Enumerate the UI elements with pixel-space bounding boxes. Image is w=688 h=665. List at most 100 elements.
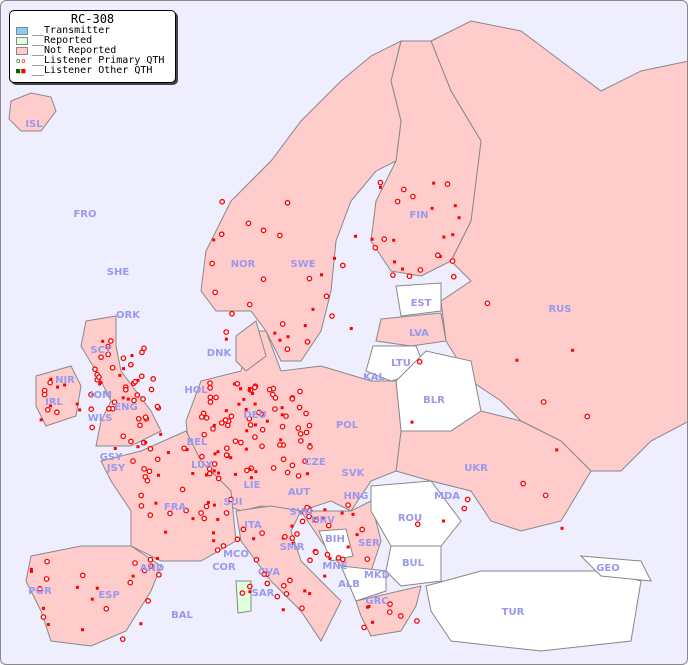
other-qth-marker (308, 592, 312, 596)
primary-qth-marker (130, 458, 136, 464)
primary-qth-marker (364, 556, 371, 562)
primary-qth-marker (270, 465, 277, 471)
other-qth-marker (78, 408, 82, 412)
country-label-fro: FRO (73, 209, 96, 220)
primary-qth-marker (287, 577, 293, 584)
country-nor-swe (200, 40, 402, 362)
primary-qth-marker (280, 456, 287, 463)
primary-qth-marker (219, 198, 226, 205)
primary-qth-marker (256, 409, 262, 416)
primary-qth-marker (306, 513, 312, 520)
other-qth-marker (130, 354, 134, 358)
primary-qth-marker (141, 567, 148, 574)
primary-qth-marker (214, 547, 221, 553)
other-qth-marker (248, 467, 252, 471)
other-qth-marker (251, 392, 255, 396)
country-label-hol: HOL (184, 385, 208, 396)
primary-qth-marker (295, 472, 302, 479)
other-qth-marker (278, 338, 282, 342)
primary-qth-marker (444, 181, 451, 187)
other-qth-marker (328, 557, 332, 561)
country-label-bul: BUL (402, 558, 425, 569)
primary-qth-marker (237, 439, 244, 446)
other-qth-marker (237, 402, 241, 406)
other-qth-marker (370, 237, 374, 241)
country-label-mco: MCO (223, 549, 249, 560)
primary-qth-marker (272, 395, 279, 401)
other-qth-marker (191, 471, 195, 475)
country-dnk (235, 320, 267, 372)
country-label-rus: RUS (548, 304, 571, 315)
other-qth-marker (249, 476, 253, 480)
primary-qth-marker (302, 458, 308, 465)
other-qth-marker (311, 307, 315, 311)
other-qth-marker (430, 206, 434, 210)
other-qth-marker (118, 373, 122, 377)
other-qth-marker (442, 519, 446, 523)
primary-qth-marker (361, 624, 367, 631)
other-qth-marker (164, 530, 168, 534)
primary-qth-marker (198, 414, 205, 420)
primary-qth-marker (359, 526, 366, 533)
primary-qth-marker (259, 530, 265, 536)
other-qth-marker (90, 597, 94, 601)
primary-qth-marker (148, 386, 155, 393)
primary-qth-marker (44, 558, 50, 565)
other-qth-marker (144, 440, 148, 444)
country-label-mne: MNE (322, 561, 347, 572)
primary-qth-marker (520, 480, 527, 487)
country-label-svn: SVN (289, 507, 312, 518)
other-qth-marker (101, 339, 105, 343)
other-qth-marker (515, 358, 519, 362)
other-qth-marker (233, 472, 237, 476)
primary-qth-marker (464, 496, 471, 503)
other-qth-marker (323, 574, 327, 578)
primary-qth-marker (232, 438, 239, 445)
other-qth-marker (81, 628, 85, 632)
primary-qth-marker (98, 354, 104, 361)
country-label-lva: LVA (409, 328, 429, 339)
other-qth-marker (185, 448, 189, 452)
other-qth-marker (451, 233, 455, 237)
country-label-mkd: MKD (364, 570, 390, 581)
country-label-sar: SAR (252, 588, 275, 599)
primary-qth-marker (141, 345, 147, 352)
country-est (395, 282, 442, 317)
country-label-hrv: HRV (311, 515, 335, 526)
other-qth-marker (29, 569, 33, 573)
country-label-blr: BLR (423, 395, 445, 406)
other-qth-marker (281, 608, 285, 612)
primary-qth-marker (222, 417, 229, 423)
other-qth-marker (355, 533, 359, 537)
primary-qth-marker (44, 406, 51, 413)
other-qth-marker (367, 604, 371, 608)
primary-qth-marker (339, 262, 346, 269)
primary-qth-marker (297, 388, 303, 395)
country-label-cze: CZE (304, 457, 326, 468)
country-label-wls: WLS (88, 413, 113, 424)
primary-qth-marker (304, 339, 311, 345)
primary-qth-marker (461, 505, 468, 512)
primary-qth-marker (147, 556, 154, 563)
primary-qth-marker (279, 423, 286, 430)
primary-qth-marker (105, 343, 111, 350)
primary-qth-marker (246, 301, 253, 308)
country-mkd-alb (340, 565, 387, 602)
primary-qth-marker (156, 571, 162, 578)
country-label-grc: GRC (365, 596, 388, 607)
primary-qth-marker (280, 582, 287, 589)
other-qth-marker (273, 331, 277, 335)
primary-qth-marker (109, 364, 116, 371)
country-label-alb: ALB (338, 579, 360, 590)
country-tur (425, 570, 642, 652)
country-label-svk: SVK (342, 468, 366, 479)
other-qth-marker (457, 216, 461, 220)
other-qth-marker (346, 545, 350, 549)
other-qth-marker (340, 511, 344, 515)
primary-qth-marker (47, 379, 54, 386)
primary-qth-marker (111, 399, 118, 406)
country-label-nir: NIR (55, 375, 75, 386)
primary-qth-marker (228, 496, 234, 503)
other-qth-marker (379, 185, 383, 189)
primary-qth-marker (209, 260, 216, 267)
